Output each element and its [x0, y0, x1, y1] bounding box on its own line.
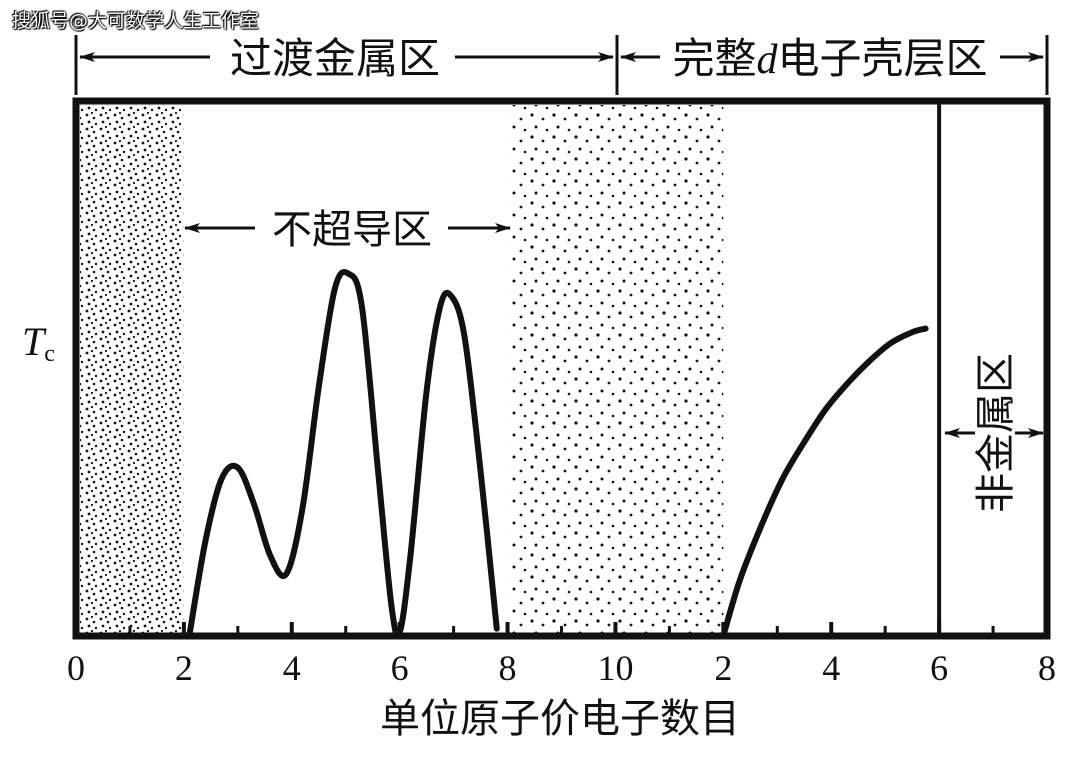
- x-tick-label: 8: [1038, 648, 1056, 688]
- tc-curve-1: [720, 325, 929, 639]
- tc-curves: [186, 268, 929, 639]
- x-tick-label: 4: [283, 648, 301, 688]
- x-axis-label: 单位原子价电子数目: [380, 696, 740, 742]
- tc-curve-0: [186, 268, 500, 639]
- x-tick-label: 6: [930, 648, 948, 688]
- x-tick-label: 4: [822, 648, 840, 688]
- x-tick-label: 2: [714, 648, 732, 688]
- x-tick-label: 6: [391, 648, 409, 688]
- x-tick-label: 10: [597, 648, 633, 688]
- x-ticks: 0 2 4 6 8 10 2 4 6 8: [67, 622, 1056, 688]
- transition-metal-label: 过渡金属区: [230, 34, 440, 83]
- shaded-regions: [80, 105, 724, 634]
- filled-d-shell-label: 完整d电子壳层区: [672, 34, 987, 83]
- x-tick-label: 0: [67, 648, 85, 688]
- y-axis-label: Tc: [22, 319, 55, 367]
- shaded-range-0: [80, 105, 184, 634]
- shaded-range-1: [511, 105, 724, 634]
- non-metal-label: 非金属区: [973, 353, 1019, 513]
- non-super-label: 不超导区: [272, 207, 432, 253]
- watermark: 搜狐号@大可数学人生工作室: [12, 10, 260, 32]
- x-tick-label: 2: [175, 648, 193, 688]
- x-tick-label: 8: [499, 648, 517, 688]
